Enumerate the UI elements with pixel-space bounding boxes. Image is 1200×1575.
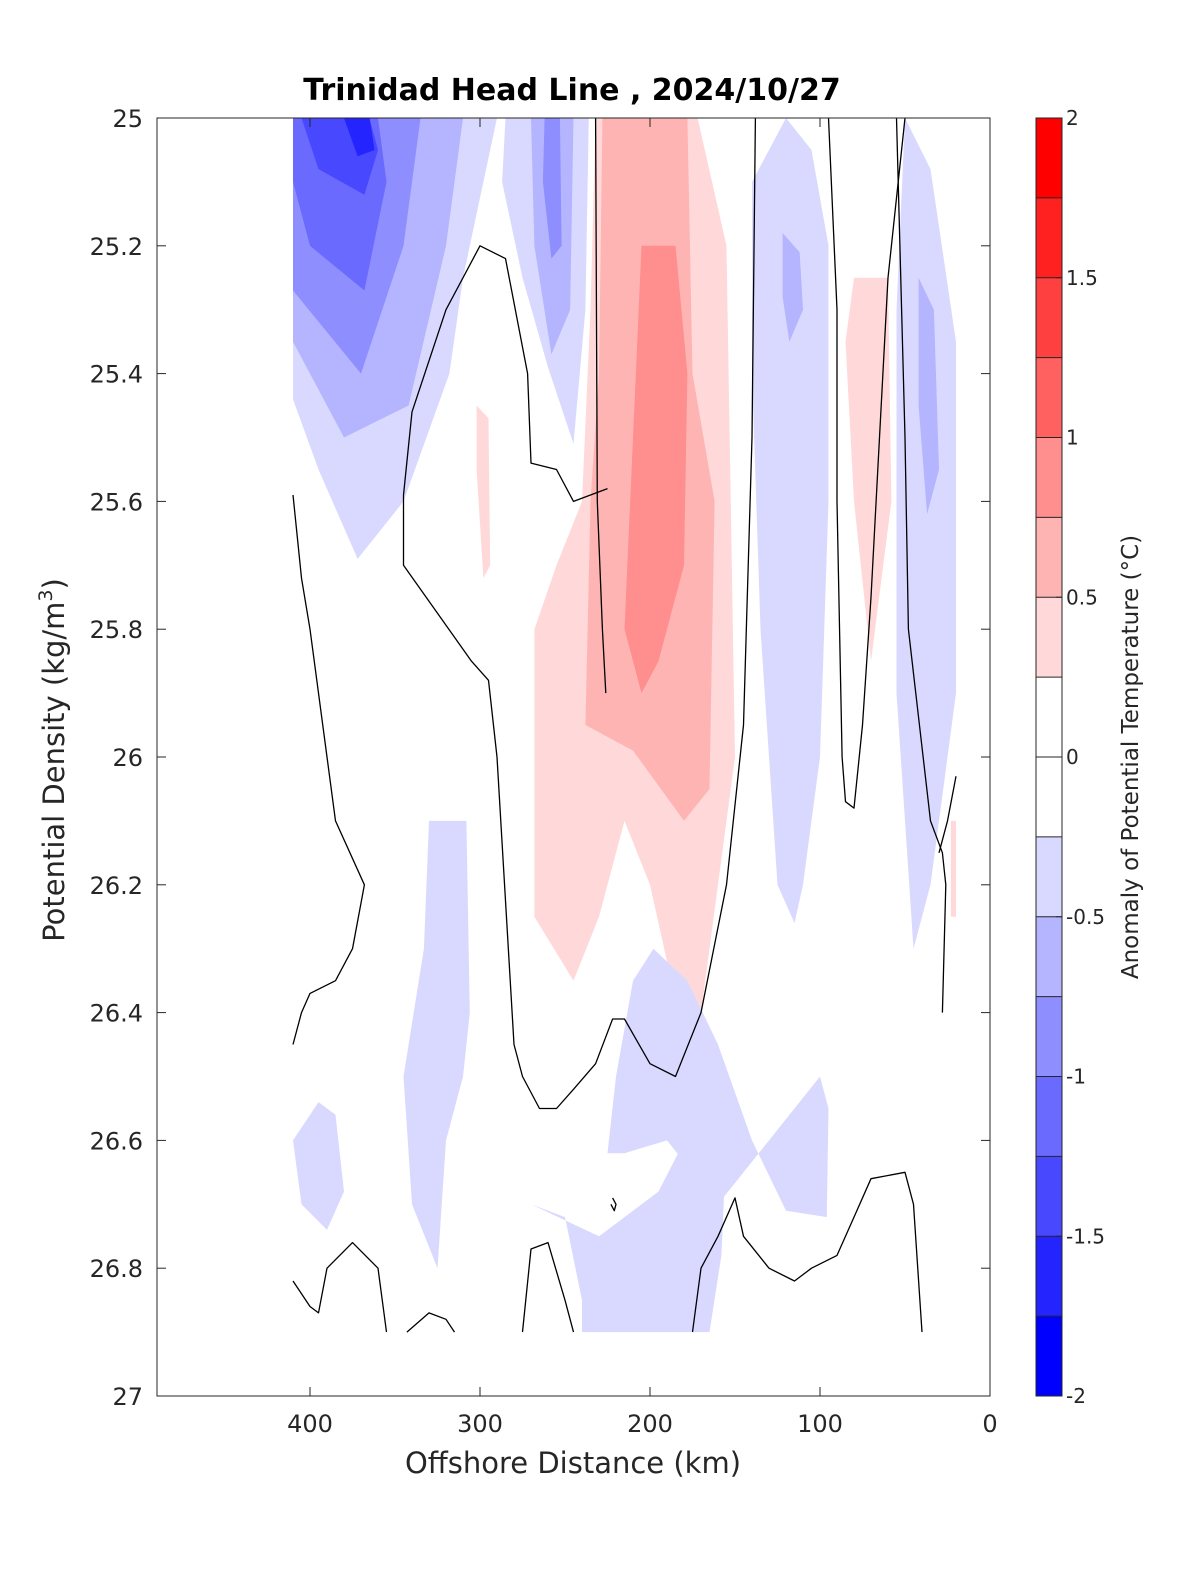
y-tick-label-25.8: 25.8 [90,616,143,644]
y-axis-ticks: 25 25.2 25.4 25.6 25.8 26 26.2 26.4 26.6 26.8 27 [90,105,990,1411]
colorbar-tick-label--2: -2 [1066,1384,1086,1408]
colorbar-tick-label--0.5: -0.5 [1066,905,1105,929]
contour-line-zero-line-deep-core [521,1241,575,1333]
colorbar-level-13 [1036,1156,1062,1237]
y-axis-label: Potential Density (kg/m3) [35,578,71,942]
x-tick-label-100: 100 [797,1410,843,1438]
contour-region-cold-strip-120-025 [752,118,829,924]
colorbar-level-6 [1036,597,1062,678]
contour-line-zero-line-nearshore-east [895,117,947,1013]
y-tick-label-26.2: 26.2 [90,872,143,900]
colorbar-level-12 [1036,1076,1062,1157]
contour-region-mid-cold-blob-310 [403,820,470,1269]
colorbar-level-10 [1036,916,1062,997]
y-tick-label-25.6: 25.6 [90,488,143,516]
y-tick-label-27: 27 [112,1383,143,1411]
colorbar-level-14 [1036,1236,1062,1317]
contour-line-zero-line-deep-west [292,1241,388,1333]
contour-line-zero-line-nearshore-west [827,117,906,809]
contour-line-zero-line-far-offshore [292,494,366,1045]
y-tick-label-25.2: 25.2 [90,233,143,261]
contour-region-cold-strip-120-05 [782,233,803,342]
colorbar-tick-label-0.5: 0.5 [1066,585,1098,609]
colorbar: 2 1.5 1 0.5 0 -0.5 -1 -1.5 -2 [1035,106,1105,1408]
contour-region-deep-cold-blob-400 [293,1102,344,1230]
contour-region-warm-strip-70-025 [845,277,892,662]
y-tick-label-25: 25 [112,105,143,133]
colorbar-levels [1036,118,1062,1396]
colorbar-label: Anomaly of Potential Temperature (°C) [1118,535,1144,979]
colorbar-tick-label-1: 1 [1066,426,1079,450]
colorbar-level-4 [1036,437,1062,518]
contour-region-nearshore-cold-025 [896,118,956,949]
y-axis-label-main: Potential Density (kg/m [37,602,71,942]
colorbar-tick-label--1.5: -1.5 [1066,1224,1105,1248]
colorbar-level-9 [1036,836,1062,917]
colorbar-level-5 [1036,517,1062,598]
plot-area: 400 300 200 100 0 25 25.2 25.4 25.6 25.8 26 26.2 26… [90,105,998,1438]
contour-line-zero-line-coast-stub [938,776,957,853]
contour-region-deep-cold-blob-60 [607,948,829,1218]
filled-contour-regions [293,118,956,1333]
x-tick-label-200: 200 [627,1410,673,1438]
contour-region-warm-band-200-075 [624,245,688,694]
colorbar-ticks: 2 1.5 1 0.5 0 -0.5 -1 -1.5 -2 [1056,106,1105,1408]
x-axis-ticks: 400 300 200 100 0 [287,118,998,1438]
y-tick-label-25.4: 25.4 [90,361,143,389]
y-axis-label-close: ) [37,578,71,589]
contour-region-deep-cold-blob-170 [531,1108,727,1333]
contour-region-offshore-cold-core-15 [344,118,375,157]
x-tick-label-400: 400 [287,1410,333,1438]
contour-line-zero-line-ridge-300 [402,117,757,1110]
y-tick-label-26.8: 26.8 [90,1255,143,1283]
contour-line-zero-line-deep-east [691,1171,923,1333]
y-tick-label-26: 26 [112,744,143,772]
contour-line-zero-line-small-loop [610,1197,617,1212]
contour-region-nearshore-cold-05 [918,277,939,515]
colorbar-level-8 [1036,757,1062,837]
contour-region-cold-lens-260-075 [542,118,562,259]
colorbar-tick-label-1.5: 1.5 [1066,266,1098,290]
y-tick-label-26.4: 26.4 [90,1000,143,1028]
y-tick-label-26.6: 26.6 [90,1127,143,1155]
colorbar-level-2 [1036,277,1062,358]
x-axis-label: Offshore Distance (km) [405,1446,741,1480]
chart-title: Trinidad Head Line , 2024/10/27 [303,73,840,108]
colorbar-level-11 [1036,996,1062,1077]
contour-region-thin-warm-300 [476,405,491,579]
x-tick-label-0: 0 [982,1410,997,1438]
contour-line-zero-line-deep-mid [406,1312,456,1333]
colorbar-tick-label--1: -1 [1066,1065,1086,1089]
contour-line-zero-line-core-west [594,117,607,694]
zero-contour-lines [292,117,957,1333]
colorbar-level-15 [1036,1316,1062,1396]
y-axis-label-superscript: 3 [35,589,57,601]
colorbar-tick-label-2: 2 [1066,106,1079,130]
colorbar-level-0 [1036,118,1062,198]
colorbar-level-7 [1036,677,1062,757]
colorbar-level-1 [1036,197,1062,278]
contour-region-thin-warm-20 [950,820,956,917]
colorbar-tick-label-0: 0 [1066,745,1079,769]
x-tick-label-300: 300 [457,1410,503,1438]
colorbar-level-3 [1036,357,1062,438]
